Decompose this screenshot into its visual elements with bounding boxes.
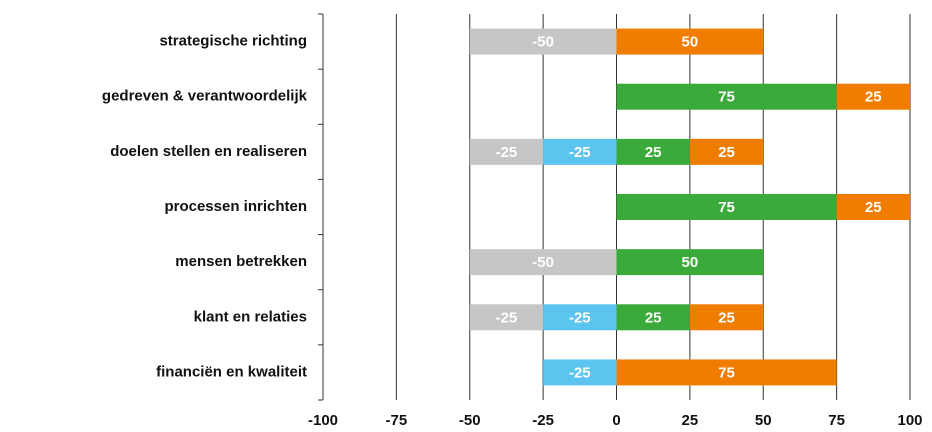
bar <box>469 249 617 276</box>
bar <box>616 194 837 220</box>
bar <box>616 83 837 110</box>
bar <box>543 359 617 386</box>
value-label: 50 <box>682 254 699 271</box>
value-label: -25 <box>569 144 591 161</box>
bar <box>469 304 544 331</box>
x-tick-label: 75 <box>828 412 845 429</box>
bar <box>616 138 690 165</box>
bar <box>836 194 910 220</box>
value-label: 25 <box>645 144 662 161</box>
category-label: strategische richting <box>159 33 307 50</box>
bar <box>616 359 837 386</box>
x-tick-label: -100 <box>308 412 338 429</box>
x-tick-label: 50 <box>755 412 772 429</box>
category-label: doelen stellen en realiseren <box>110 143 307 160</box>
bar <box>543 304 617 331</box>
bar <box>469 138 544 165</box>
category-label: financiën en kwaliteit <box>156 363 307 380</box>
category-label: gedreven & verantwoordelijk <box>102 88 308 105</box>
value-label: -25 <box>569 364 591 381</box>
value-label: 75 <box>718 89 735 106</box>
value-label: 25 <box>865 199 882 216</box>
x-tick-label: -75 <box>386 412 408 429</box>
value-label: 50 <box>682 34 699 51</box>
value-label: -25 <box>569 309 591 326</box>
bar <box>543 138 617 165</box>
category-label: mensen betrekken <box>175 253 307 270</box>
value-label: -50 <box>532 34 554 51</box>
value-label: -50 <box>532 254 554 271</box>
x-tick-label: 0 <box>612 412 620 429</box>
bar <box>689 138 764 165</box>
bar <box>836 83 910 110</box>
bar <box>616 249 764 276</box>
value-label: -25 <box>496 309 518 326</box>
value-label: 25 <box>718 144 735 161</box>
value-label: 25 <box>645 309 662 326</box>
x-tick-label: 100 <box>897 412 922 429</box>
x-tick-label: 25 <box>682 412 699 429</box>
bar <box>616 304 690 331</box>
category-label: klant en relaties <box>194 308 307 325</box>
bar <box>469 28 617 55</box>
value-label: 75 <box>718 364 735 381</box>
value-label: -25 <box>496 144 518 161</box>
value-label: 25 <box>865 89 882 106</box>
category-label: processen inrichten <box>164 198 307 215</box>
value-label: 25 <box>718 309 735 326</box>
x-tick-label: -25 <box>532 412 554 429</box>
value-label: 75 <box>718 199 735 216</box>
bar <box>689 304 764 331</box>
x-tick-label: -50 <box>459 412 481 429</box>
bar <box>616 28 764 55</box>
